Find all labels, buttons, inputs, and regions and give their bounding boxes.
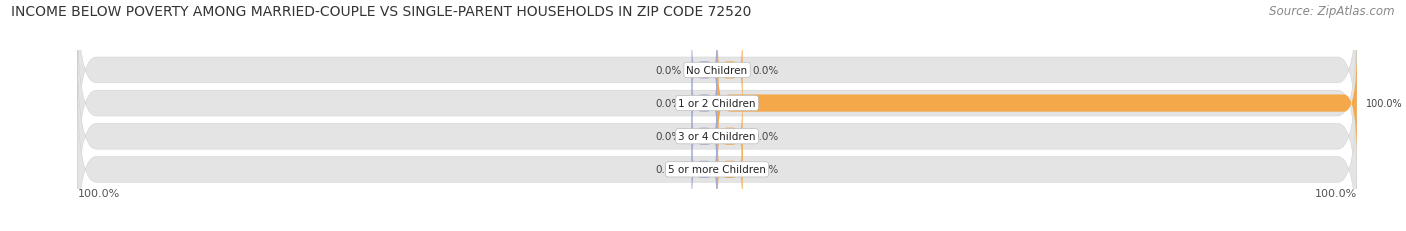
Text: 0.0%: 0.0%	[752, 165, 779, 175]
FancyBboxPatch shape	[692, 63, 717, 145]
FancyBboxPatch shape	[77, 18, 1357, 190]
Text: 100.0%: 100.0%	[1315, 188, 1357, 198]
FancyBboxPatch shape	[717, 46, 1357, 161]
FancyBboxPatch shape	[77, 51, 1357, 223]
Text: 0.0%: 0.0%	[655, 66, 682, 76]
Text: 5 or more Children: 5 or more Children	[668, 165, 766, 175]
FancyBboxPatch shape	[717, 96, 742, 178]
FancyBboxPatch shape	[77, 83, 1357, 231]
Text: 0.0%: 0.0%	[752, 132, 779, 142]
FancyBboxPatch shape	[717, 129, 742, 210]
Text: Source: ZipAtlas.com: Source: ZipAtlas.com	[1270, 5, 1395, 18]
Text: 0.0%: 0.0%	[655, 132, 682, 142]
Text: 0.0%: 0.0%	[752, 66, 779, 76]
Text: 100.0%: 100.0%	[1367, 99, 1403, 109]
Text: 0.0%: 0.0%	[655, 99, 682, 109]
FancyBboxPatch shape	[692, 129, 717, 210]
Text: 0.0%: 0.0%	[655, 165, 682, 175]
Text: 100.0%: 100.0%	[77, 188, 120, 198]
FancyBboxPatch shape	[77, 0, 1357, 157]
Text: INCOME BELOW POVERTY AMONG MARRIED-COUPLE VS SINGLE-PARENT HOUSEHOLDS IN ZIP COD: INCOME BELOW POVERTY AMONG MARRIED-COUPL…	[11, 5, 752, 18]
FancyBboxPatch shape	[717, 30, 742, 112]
Text: 3 or 4 Children: 3 or 4 Children	[678, 132, 756, 142]
Text: 1 or 2 Children: 1 or 2 Children	[678, 99, 756, 109]
Text: No Children: No Children	[686, 66, 748, 76]
FancyBboxPatch shape	[692, 30, 717, 112]
FancyBboxPatch shape	[692, 96, 717, 178]
